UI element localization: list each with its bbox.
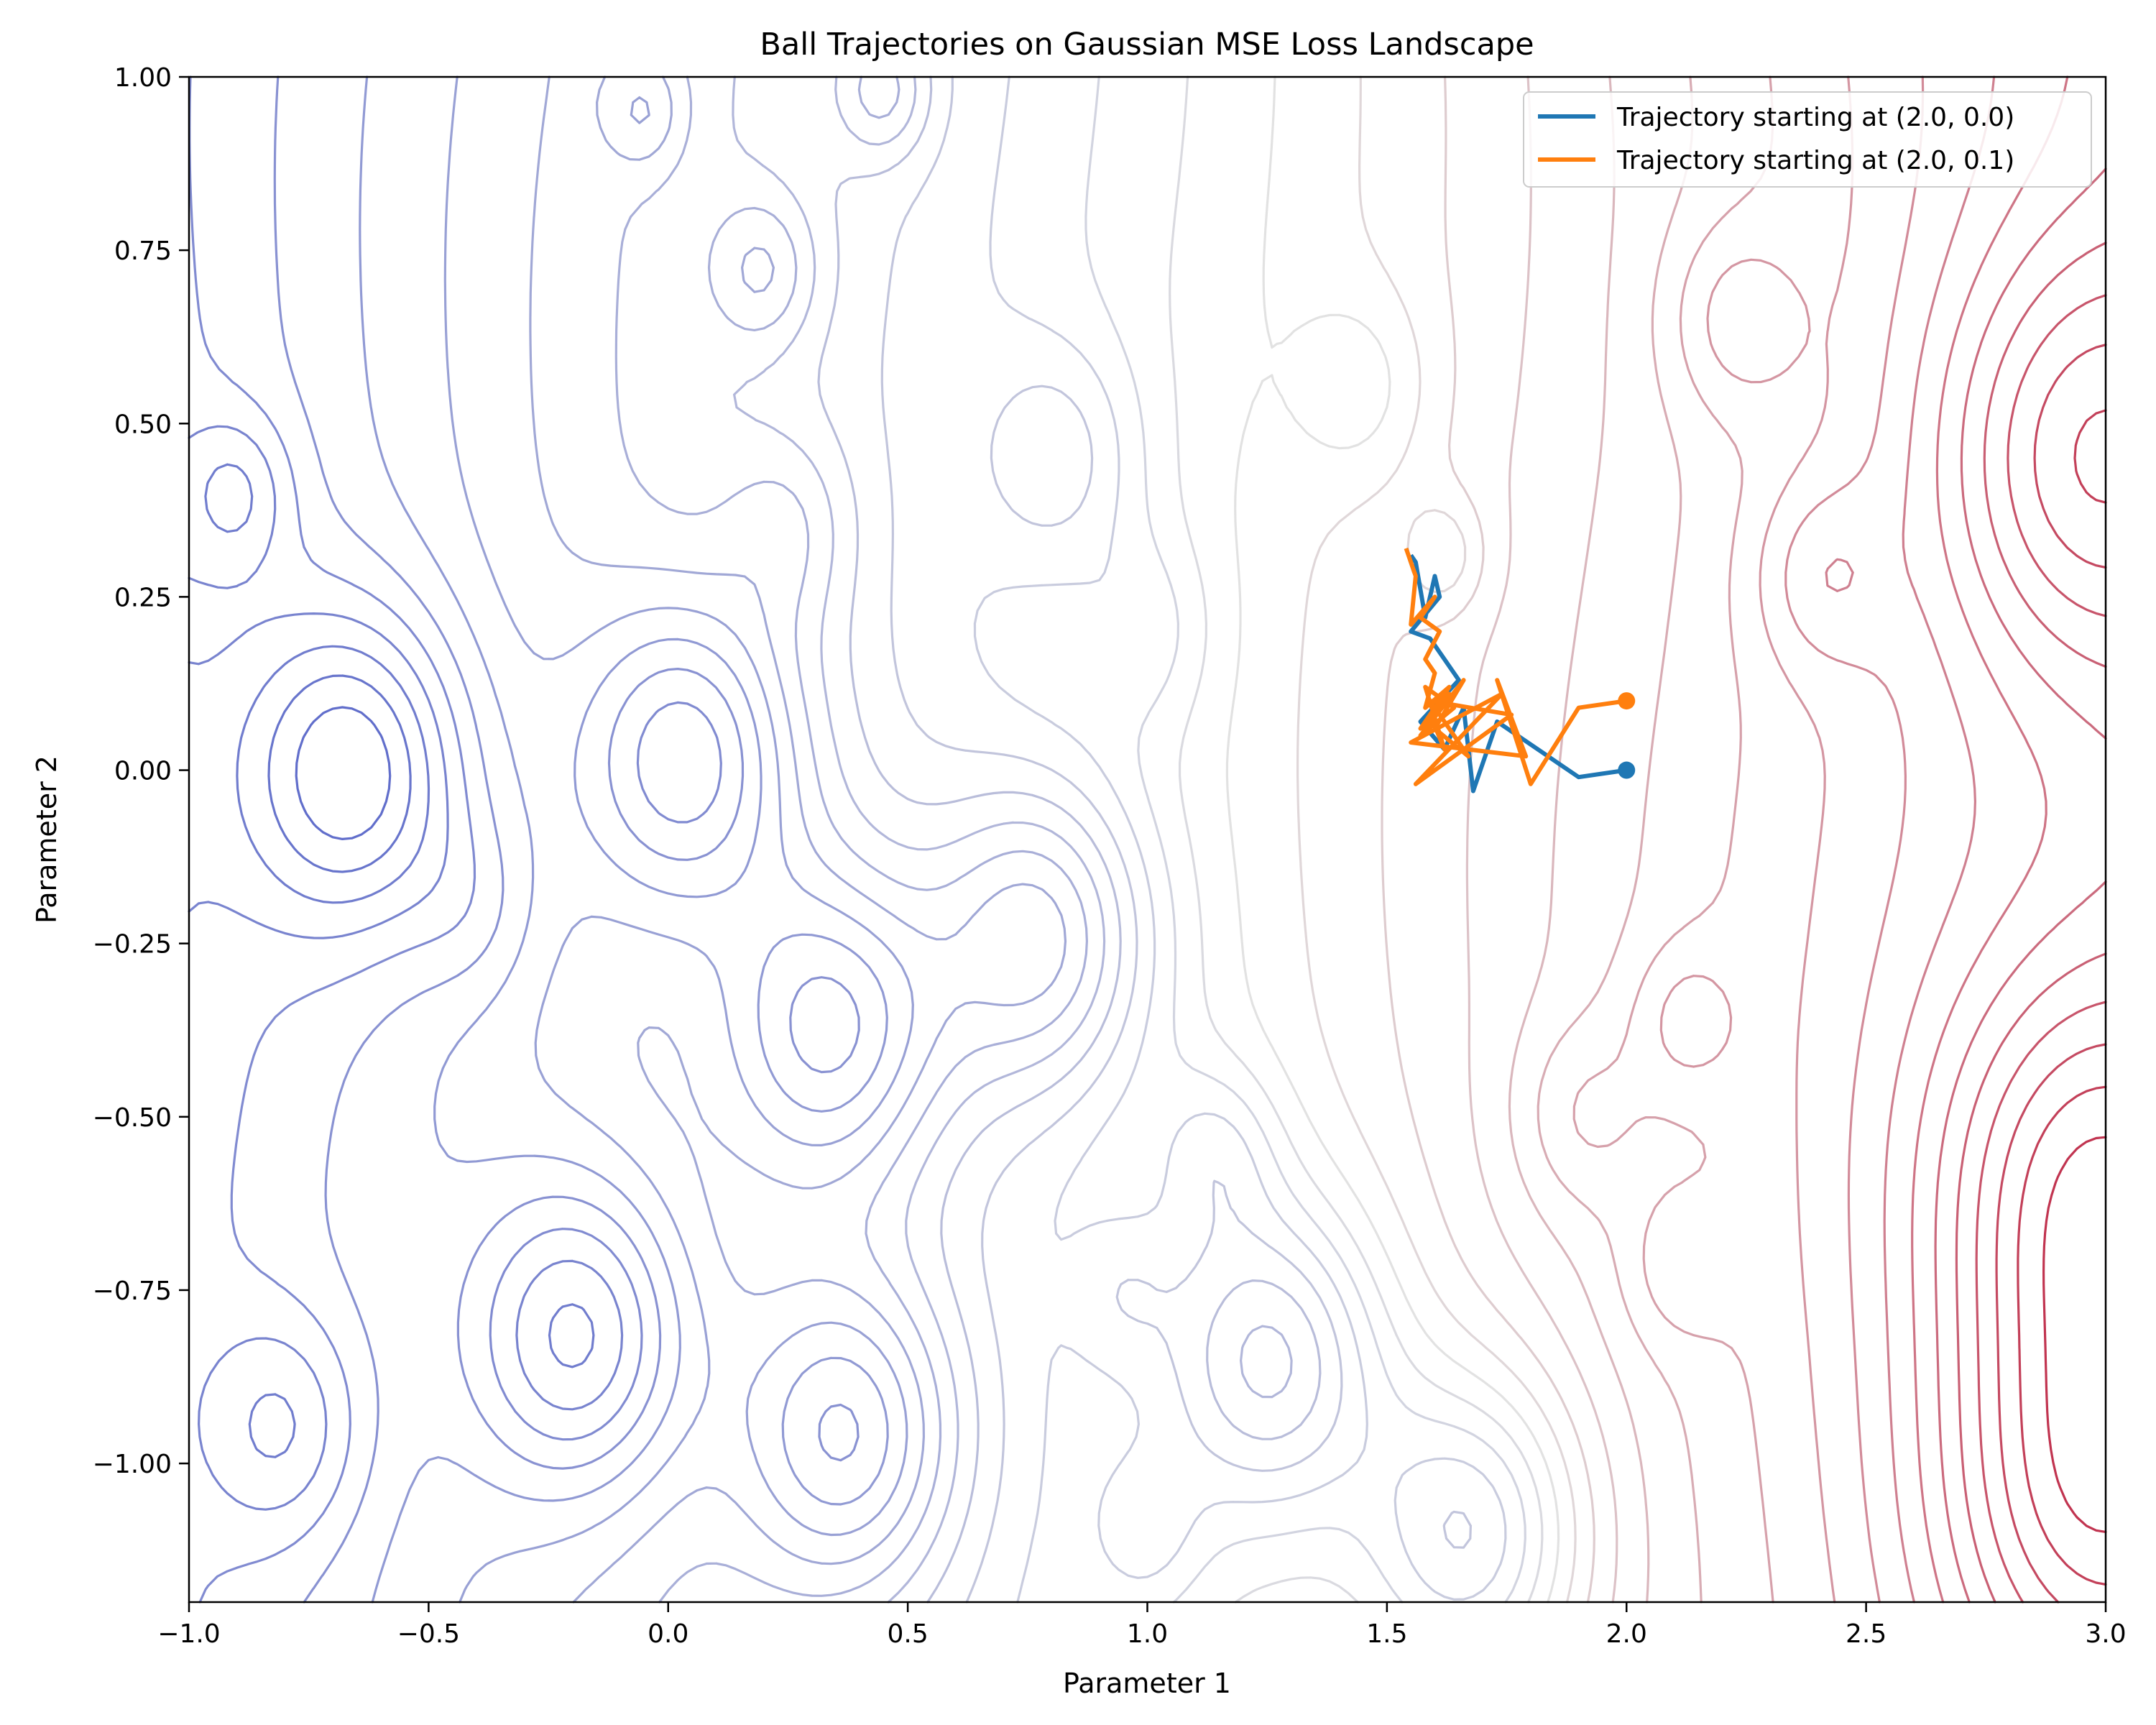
y-tick-label: 1.00 [114, 63, 172, 93]
x-tick-label: 0.0 [648, 1619, 688, 1649]
legend-label-trajectory-0: Trajectory starting at (2.0, 0.0) [1616, 103, 2014, 132]
x-axis-label: Parameter 1 [1063, 1668, 1231, 1699]
y-tick-label: 0.00 [114, 757, 172, 786]
contour-level-24 [1659, 75, 1854, 1604]
contour-level-30 [1975, 294, 2107, 1604]
plot-frame [188, 75, 2107, 1604]
contour-level-4 [188, 425, 624, 1511]
y-tick-label: 0.50 [114, 410, 172, 439]
y-tick-label: −0.50 [93, 1103, 172, 1133]
x-tick-label: 1.0 [1127, 1619, 1168, 1649]
legend-box [1523, 91, 2092, 188]
contour-level-1 [295, 706, 392, 840]
legend: Trajectory starting at (2.0, 0.0) Trajec… [1523, 91, 2092, 188]
y-tick-label: −0.25 [93, 930, 172, 960]
x-tick-label: 1.5 [1366, 1619, 1407, 1649]
x-tick-label: −0.5 [397, 1619, 460, 1649]
contour-level-32 [2017, 409, 2107, 1586]
contour-level-25 [1784, 75, 1925, 1604]
contour-level-10 [614, 75, 1088, 1604]
contour-level-6 [273, 75, 860, 1604]
chart-title: Ball Trajectories on Gaussian MSE Loss L… [760, 27, 1534, 63]
contour-level-27 [1911, 75, 2069, 1604]
contour-level-16 [1169, 75, 1544, 1604]
contour-level-22 [1537, 75, 1703, 1604]
y-tick-label: −0.75 [93, 1276, 172, 1306]
trajectory-start-marker-1 [1618, 692, 1636, 710]
contour-level-17 [1225, 75, 1560, 1604]
x-tick-label: 3.0 [2085, 1619, 2126, 1649]
y-axis: −1.00 −0.75 −0.50 −0.25 0.00 0.25 0.50 0.75 1.00 [93, 63, 189, 1479]
legend-label-trajectory-1: Trajectory starting at (2.0, 0.1) [1616, 146, 2014, 175]
contour-level-23 [1572, 75, 1774, 1604]
y-axis-label: Parameter 2 [31, 755, 63, 924]
contour-level-7 [359, 75, 889, 1604]
contour-level-2 [267, 674, 412, 873]
x-tick-label: 2.5 [1846, 1619, 1886, 1649]
contour-level-5 [188, 75, 722, 1604]
trajectory-lines [1404, 547, 1636, 794]
contour-lines [188, 75, 2107, 1604]
contour-level-29 [1955, 242, 2107, 1604]
contour-level-12 [817, 75, 1322, 1604]
contour-level-28 [1934, 167, 2107, 1604]
contour-level-18 [1296, 75, 1577, 1604]
trajectory-start-marker-0 [1618, 761, 1636, 779]
contour-level-31 [1995, 344, 2107, 1604]
contour-level-21 [1508, 75, 1650, 1604]
contour-level-26 [1825, 75, 1996, 1604]
x-axis: −1.0 −0.5 0.0 0.5 1.0 1.5 2.0 2.5 3.0 [157, 1602, 2127, 1649]
contour-level-3 [204, 463, 595, 1458]
y-tick-label: 0.75 [114, 236, 172, 266]
contour-level-8 [443, 75, 914, 1604]
y-tick-label: 0.25 [114, 583, 172, 612]
contour-level-20 [1465, 75, 1618, 1604]
contour-level-9 [529, 75, 1067, 1604]
x-tick-label: 0.5 [887, 1619, 928, 1649]
trajectory-line-1 [1404, 547, 1627, 786]
y-tick-label: −1.00 [93, 1450, 172, 1479]
contour-level-13 [880, 75, 1472, 1604]
contour-level-15 [1084, 75, 1526, 1604]
contour-level-19 [1381, 75, 1595, 1604]
contour-level-14 [973, 75, 1507, 1604]
contour-level-33 [2042, 1136, 2107, 1533]
x-tick-label: −1.0 [157, 1619, 220, 1649]
x-tick-label: 2.0 [1606, 1619, 1647, 1649]
